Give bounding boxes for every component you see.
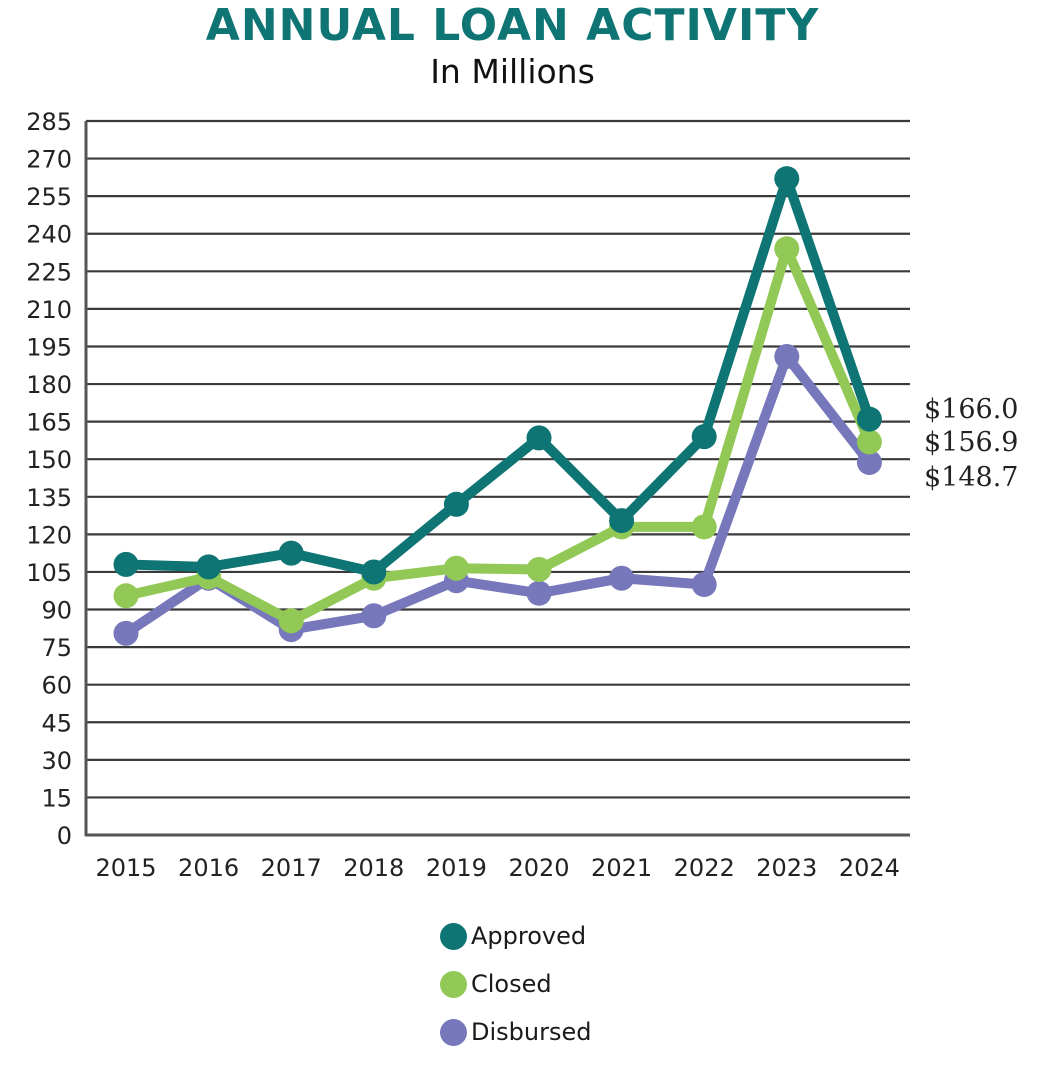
data-point-approved <box>856 406 882 432</box>
data-point-disbursed <box>113 620 139 646</box>
x-tick-label: 2018 <box>343 854 404 882</box>
series-disbursed <box>113 343 882 646</box>
y-tick-label: 30 <box>41 747 72 775</box>
y-tick-label: 90 <box>41 597 72 625</box>
series-approved <box>113 166 882 585</box>
data-point-disbursed <box>691 571 717 597</box>
data-point-closed <box>856 429 882 455</box>
y-tick-label: 105 <box>26 559 72 587</box>
y-tick-label: 135 <box>26 484 72 512</box>
x-tick-label: 2017 <box>261 854 322 882</box>
data-point-approved <box>113 551 139 577</box>
x-tick-label: 2023 <box>756 854 817 882</box>
data-point-approved <box>609 508 635 534</box>
data-point-disbursed <box>856 449 882 475</box>
x-tick-label: 2022 <box>674 854 735 882</box>
legend-item-approved: Approved <box>440 912 591 960</box>
data-point-disbursed <box>609 565 635 591</box>
y-tick-label: 180 <box>26 371 72 399</box>
series-line-closed <box>121 243 875 626</box>
chart-subtitle: In Millions <box>430 52 595 91</box>
chart-title: ANNUAL LOAN ACTIVITY <box>205 0 820 51</box>
data-point-approved <box>774 166 800 192</box>
legend-swatch-icon <box>440 970 467 998</box>
annotations: $166.0$156.9 $148.7 <box>924 394 1018 493</box>
x-tick-label: 2024 <box>839 854 900 882</box>
y-tick-label: 150 <box>26 446 72 474</box>
y-tick-label: 15 <box>41 784 72 812</box>
data-point-closed <box>774 236 800 262</box>
legend-item-disbursed: Disbursed <box>440 1008 591 1056</box>
y-tick-label: 255 <box>26 183 72 211</box>
y-axis-ticks: 0 15 30 45 60 75 90 105 120 135 150 165 180 195 210 225… <box>26 108 72 850</box>
x-tick-label: 2016 <box>178 854 239 882</box>
legend: Approved Closed Disbursed <box>440 912 591 1056</box>
legend-swatch-icon <box>440 1018 467 1046</box>
series <box>113 166 882 646</box>
axes <box>84 121 910 837</box>
legend-label: Closed <box>471 970 552 998</box>
x-tick-label: 2021 <box>591 854 652 882</box>
data-point-approved <box>196 554 222 580</box>
y-tick-label: 165 <box>26 409 72 437</box>
y-tick-label: 0 <box>57 822 72 850</box>
data-point-approved <box>278 540 304 566</box>
y-tick-label: 195 <box>26 333 72 361</box>
data-point-closed <box>691 514 717 540</box>
legend-label: Disbursed <box>471 1018 592 1046</box>
data-point-closed <box>526 556 552 582</box>
y-tick-label: 120 <box>26 521 72 549</box>
y-tick-label: 240 <box>26 221 72 249</box>
y-tick-label: 285 <box>26 108 72 136</box>
y-tick-label: 60 <box>41 672 72 700</box>
data-point-approved <box>443 491 469 517</box>
data-point-closed <box>443 555 469 581</box>
data-point-approved <box>691 424 717 450</box>
x-tick-label: 2015 <box>95 854 156 882</box>
y-tick-label: 270 <box>26 146 72 174</box>
legend-swatch-icon <box>440 922 467 950</box>
legend-item-closed: Closed <box>440 960 591 1008</box>
value-label: $148.7 <box>924 462 1018 493</box>
data-point-closed <box>278 608 304 634</box>
gridlines <box>86 119 910 799</box>
data-point-approved <box>526 425 552 451</box>
data-point-disbursed <box>361 603 387 629</box>
x-tick-label: 2020 <box>508 854 569 882</box>
y-tick-label: 45 <box>41 709 72 737</box>
data-point-disbursed <box>526 580 552 606</box>
series-line-approved <box>121 173 875 577</box>
legend-label: Approved <box>471 922 587 950</box>
x-tick-label: 2019 <box>426 854 487 882</box>
y-tick-label: 210 <box>26 296 72 324</box>
value-label: $166.0 <box>924 394 1018 425</box>
y-tick-label: 75 <box>41 634 72 662</box>
data-point-closed <box>113 583 139 609</box>
data-point-approved <box>361 559 387 585</box>
x-axis-ticks: 2015 2016 2017 2018 2019 2020 2021 2022 2023 2024 <box>95 854 899 882</box>
data-point-disbursed <box>774 343 800 369</box>
series-closed <box>113 236 882 634</box>
y-tick-label: 225 <box>26 258 72 286</box>
value-label: $156.9 <box>924 427 1018 458</box>
